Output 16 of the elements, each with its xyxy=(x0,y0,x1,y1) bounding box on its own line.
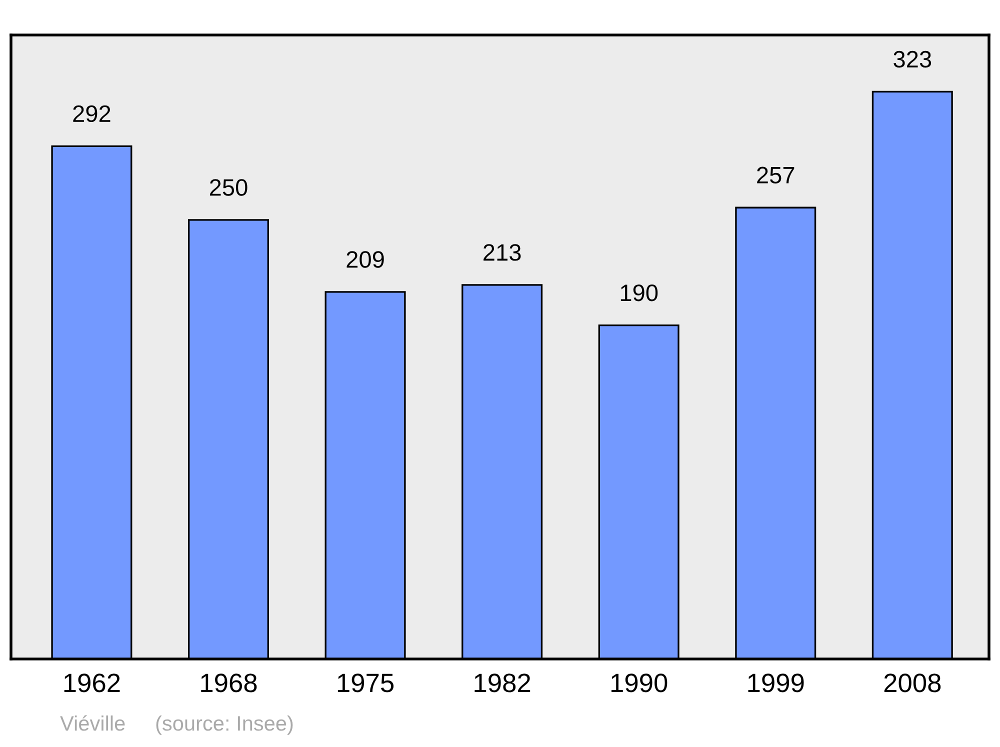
text: Viéville xyxy=(60,715,125,731)
data-label: 292 xyxy=(73,105,110,122)
data-label: 323 xyxy=(894,50,932,68)
data-label: 209 xyxy=(346,251,384,268)
x-tick-label: 1968 xyxy=(201,674,257,692)
x-tick-label: 2008 xyxy=(884,674,941,692)
x-tick-label: 1962 xyxy=(64,674,120,692)
data-label: 190 xyxy=(620,284,658,302)
text: (source: Insee) xyxy=(156,715,293,735)
data-label: 257 xyxy=(757,166,794,184)
data-label: 250 xyxy=(210,179,248,196)
x-tick-label: 1999 xyxy=(748,674,804,692)
data-label: 213 xyxy=(484,244,521,261)
x-tick-label: 1990 xyxy=(612,674,668,692)
x-tick-label: 1982 xyxy=(474,674,530,692)
x-tick-label: 1975 xyxy=(338,674,394,692)
